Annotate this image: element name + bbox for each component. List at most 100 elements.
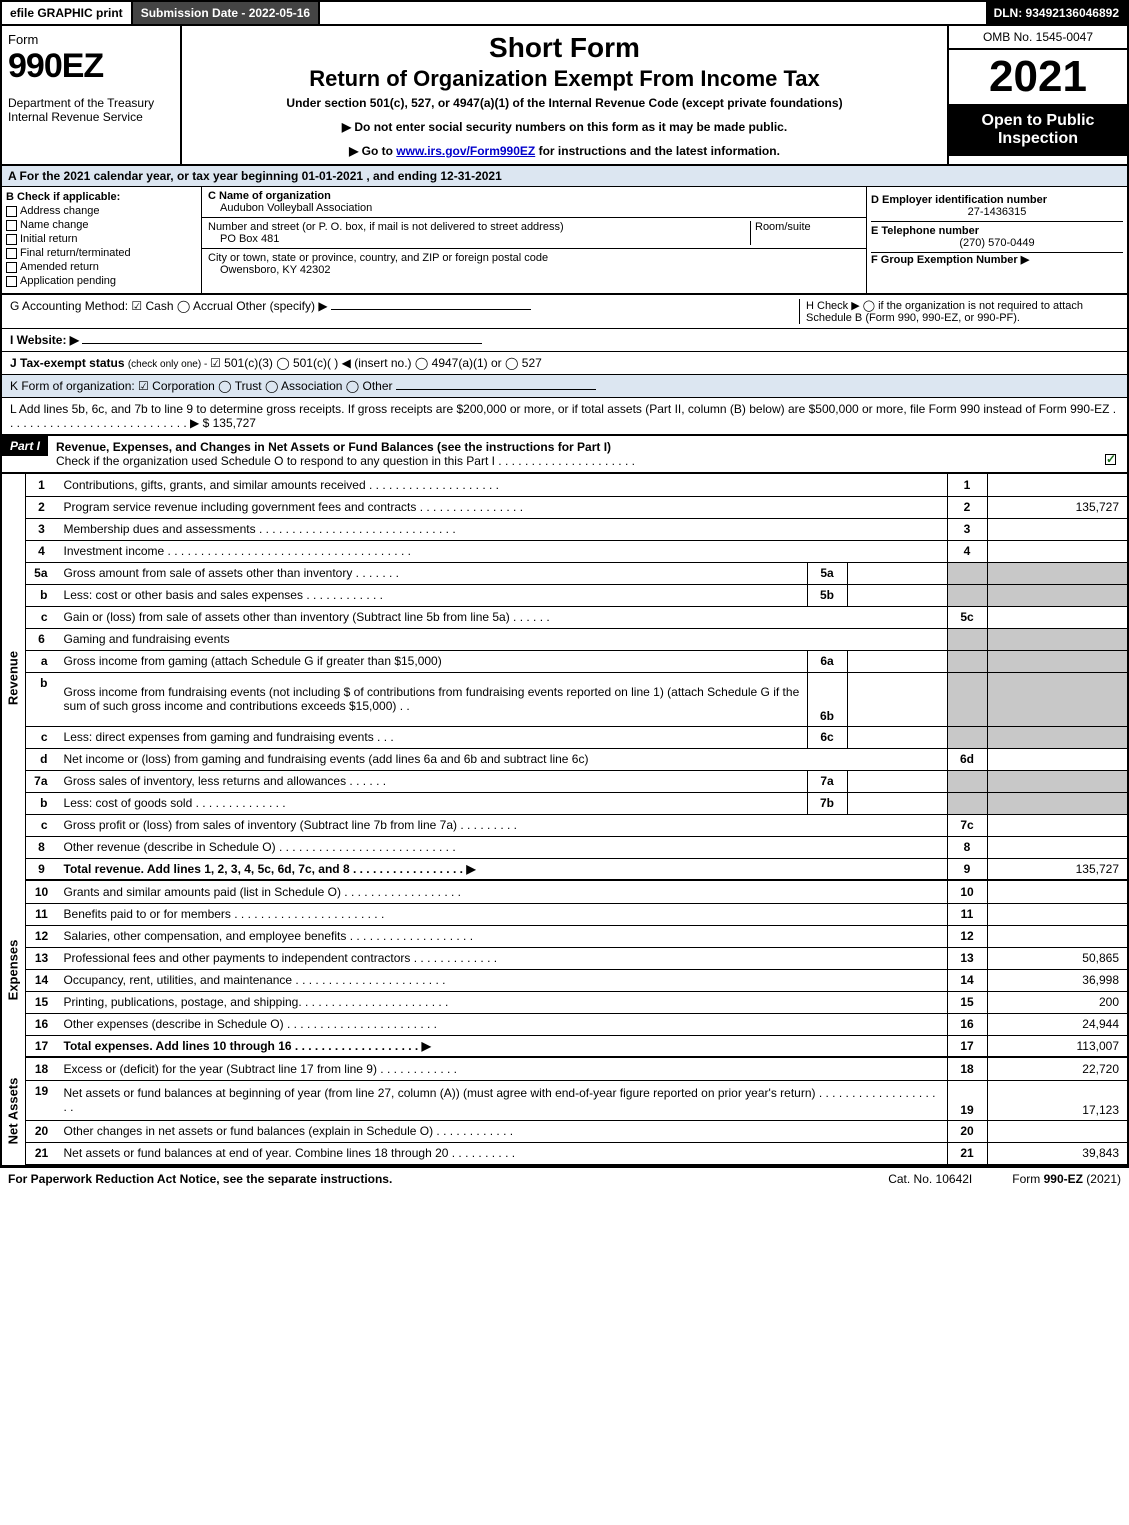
l14-desc: Occupancy, rent, utilities, and maintena… — [58, 969, 947, 991]
cb-final-return-label: Final return/terminated — [20, 247, 131, 259]
submission-date: Submission Date - 2022-05-16 — [133, 2, 320, 24]
efile-label: efile GRAPHIC print — [2, 2, 133, 24]
street-label: Number and street (or P. O. box, if mail… — [208, 221, 750, 233]
l15-val: 200 — [987, 991, 1127, 1013]
line-g-blank[interactable] — [331, 309, 531, 310]
revenue-table: 1Contributions, gifts, grants, and simil… — [26, 474, 1127, 881]
l13-val: 50,865 — [987, 947, 1127, 969]
department: Department of the Treasury Internal Reve… — [8, 96, 174, 124]
l6a-desc: Gross income from gaming (attach Schedul… — [58, 650, 807, 672]
l2-val: 135,727 — [987, 496, 1127, 518]
l14-val: 36,998 — [987, 969, 1127, 991]
l6-desc: Gaming and fundraising events — [58, 628, 947, 650]
footer-left: For Paperwork Reduction Act Notice, see … — [8, 1172, 392, 1186]
col-d: D Employer identification number 27-1436… — [867, 187, 1127, 293]
org-name-block: C Name of organization Audubon Volleybal… — [202, 187, 866, 218]
line-j-rest: ☑ 501(c)(3) ◯ 501(c)( ) ◀ (insert no.) ◯… — [210, 356, 542, 370]
l19-desc: Net assets or fund balances at beginning… — [58, 1080, 947, 1120]
line-j: J Tax-exempt status (check only one) - ☑… — [0, 352, 1129, 375]
l18-val: 22,720 — [987, 1058, 1127, 1080]
revenue-section: Revenue 1Contributions, gifts, grants, a… — [0, 474, 1129, 881]
expenses-vlabel: Expenses — [2, 881, 26, 1058]
header-mid: Short Form Return of Organization Exempt… — [182, 26, 947, 164]
footer-right-post: (2021) — [1083, 1172, 1121, 1186]
note-goto-post: for instructions and the latest informat… — [535, 144, 780, 158]
line-k: K Form of organization: ☑ Corporation ◯ … — [0, 375, 1129, 398]
col-b: B Check if applicable: Address change Na… — [2, 187, 202, 293]
line-g-text: G Accounting Method: ☑ Cash ◯ Accrual Ot… — [10, 299, 328, 313]
netassets-vlabel: Net Assets — [2, 1058, 26, 1165]
note-goto-pre: ▶ Go to — [349, 144, 396, 158]
website-blank[interactable] — [82, 343, 482, 344]
tel-block: E Telephone number (270) 570-0449 — [871, 222, 1123, 253]
l5a-desc: Gross amount from sale of assets other t… — [58, 562, 807, 584]
cb-final-return[interactable]: Final return/terminated — [6, 247, 197, 259]
room-label: Room/suite — [750, 221, 860, 245]
l7c-desc: Gross profit or (loss) from sales of inv… — [58, 814, 947, 836]
l6c-desc: Less: direct expenses from gaming and fu… — [58, 726, 807, 748]
line-k-text: K Form of organization: ☑ Corporation ◯ … — [10, 379, 393, 393]
line-i-label: I Website: ▶ — [10, 333, 79, 347]
line-j-small: (check only one) - — [128, 359, 210, 370]
cb-initial-return[interactable]: Initial return — [6, 233, 197, 245]
org-name: Audubon Volleyball Association — [208, 202, 860, 214]
top-bar: efile GRAPHIC print Submission Date - 20… — [0, 0, 1129, 26]
line-j-pre: J Tax-exempt status — [10, 356, 128, 370]
revenue-vlabel: Revenue — [2, 474, 26, 881]
city: Owensboro, KY 42302 — [208, 264, 860, 276]
header-left: Form 990EZ Department of the Treasury In… — [2, 26, 182, 164]
l5c-desc: Gain or (loss) from sale of assets other… — [58, 606, 947, 628]
l8-desc: Other revenue (describe in Schedule O) .… — [58, 836, 947, 858]
ein-label: D Employer identification number — [871, 194, 1123, 206]
l9-val: 135,727 — [987, 858, 1127, 880]
part1-title-block: Revenue, Expenses, and Changes in Net As… — [48, 436, 1127, 472]
part1-title: Revenue, Expenses, and Changes in Net As… — [56, 440, 611, 454]
form-number: 990EZ — [8, 47, 174, 86]
footer-right: Form 990-EZ (2021) — [1012, 1172, 1121, 1186]
revenue-vlabel-text: Revenue — [6, 650, 21, 704]
city-block: City or town, state or province, country… — [202, 249, 866, 279]
main-title: Return of Organization Exempt From Incom… — [192, 66, 937, 92]
irs-link[interactable]: www.irs.gov/Form990EZ — [396, 144, 535, 158]
l6d-desc: Net income or (loss) from gaming and fun… — [58, 748, 947, 770]
l5b-desc: Less: cost or other basis and sales expe… — [58, 584, 807, 606]
entity-block: B Check if applicable: Address change Na… — [0, 187, 1129, 295]
ein: 27-1436315 — [871, 206, 1123, 218]
l21-desc: Net assets or fund balances at end of ye… — [58, 1142, 947, 1164]
l1-val — [987, 474, 1127, 496]
expenses-section: Expenses 10Grants and similar amounts pa… — [0, 881, 1129, 1058]
l17-desc: Total expenses. Add lines 10 through 16 … — [58, 1035, 947, 1057]
group-label: F Group Exemption Number ▶ — [871, 253, 1123, 266]
footer-mid: Cat. No. 10642I — [888, 1172, 972, 1186]
page-footer: For Paperwork Reduction Act Notice, see … — [0, 1167, 1129, 1190]
netassets-section: Net Assets 18Excess or (deficit) for the… — [0, 1058, 1129, 1167]
part1-checkbox[interactable] — [1105, 454, 1116, 465]
cb-name-change[interactable]: Name change — [6, 219, 197, 231]
tax-year: 2021 — [949, 50, 1127, 104]
col-c: C Name of organization Audubon Volleybal… — [202, 187, 867, 293]
col-b-label: B Check if applicable: — [6, 191, 197, 203]
l19-val: 17,123 — [987, 1080, 1127, 1120]
cb-application-pending-label: Application pending — [20, 275, 116, 287]
line-k-blank[interactable] — [396, 389, 596, 390]
l4-desc: Investment income . . . . . . . . . . . … — [58, 540, 947, 562]
l7b-desc: Less: cost of goods sold . . . . . . . .… — [58, 792, 807, 814]
l2-desc: Program service revenue including govern… — [58, 496, 947, 518]
part1-header: Part I Revenue, Expenses, and Changes in… — [0, 436, 1129, 474]
street-block: Number and street (or P. O. box, if mail… — [202, 218, 866, 249]
note-goto: ▶ Go to www.irs.gov/Form990EZ for instru… — [192, 144, 937, 158]
l6b-desc: Gross income from fundraising events (no… — [58, 672, 807, 726]
l7a-desc: Gross sales of inventory, less returns a… — [58, 770, 807, 792]
l17-val: 113,007 — [987, 1035, 1127, 1057]
short-form-title: Short Form — [192, 32, 937, 64]
group-block: F Group Exemption Number ▶ — [871, 253, 1123, 266]
l3-val — [987, 518, 1127, 540]
cb-application-pending[interactable]: Application pending — [6, 275, 197, 287]
cb-amended-return[interactable]: Amended return — [6, 261, 197, 273]
form-header: Form 990EZ Department of the Treasury In… — [0, 26, 1129, 166]
footer-right-pre: Form — [1012, 1172, 1043, 1186]
l20-desc: Other changes in net assets or fund bala… — [58, 1120, 947, 1142]
cb-address-change[interactable]: Address change — [6, 205, 197, 217]
l9-desc: Total revenue. Add lines 1, 2, 3, 4, 5c,… — [58, 858, 947, 880]
form-word: Form — [8, 32, 174, 47]
